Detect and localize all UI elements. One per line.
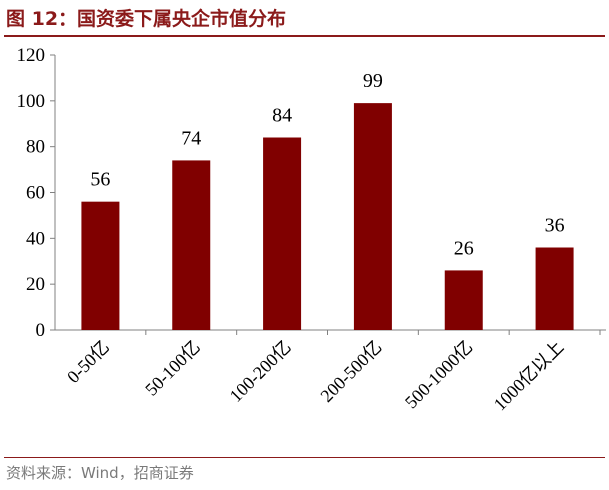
data-label: 36 <box>545 215 565 237</box>
category-label: 50-100亿 <box>141 337 204 400</box>
category-labels: 0-50亿 50-100亿 100-200亿 200-500亿 500-1000亿 100… <box>63 337 567 415</box>
y-tick-label: 100 <box>17 91 46 112</box>
data-label: 84 <box>272 105 292 127</box>
figure-title: 图 12：国资委下属央企市值分布 <box>6 8 287 30</box>
data-label: 26 <box>454 237 474 259</box>
bar <box>353 103 392 330</box>
data-label: 74 <box>181 127 201 149</box>
source-note: 资料来源：Wind，招商证券 <box>6 464 194 482</box>
y-axis: 0 20 40 60 80 100 120 <box>17 45 56 341</box>
category-label: 100-200亿 <box>226 337 295 406</box>
category-label: 500-1000亿 <box>401 337 477 413</box>
source-divider <box>4 457 605 458</box>
bar <box>535 247 574 330</box>
y-tick-label: 20 <box>26 274 45 295</box>
category-label: 0-50亿 <box>63 337 113 387</box>
data-label: 99 <box>363 70 383 92</box>
bar <box>172 160 211 330</box>
data-labels: 56 74 84 99 26 36 <box>90 70 564 259</box>
bar-series <box>81 103 574 330</box>
y-tick-label: 0 <box>36 320 46 341</box>
bar <box>263 137 302 330</box>
y-tick-label: 40 <box>26 228 45 249</box>
data-label: 56 <box>90 169 110 191</box>
title-divider <box>4 35 605 37</box>
x-axis <box>55 329 606 335</box>
category-label: 1000亿以上 <box>490 337 568 415</box>
y-tick-label: 80 <box>26 137 45 158</box>
y-tick-label: 120 <box>17 45 46 66</box>
category-label: 200-500亿 <box>316 337 385 406</box>
y-tick-label: 60 <box>26 183 45 204</box>
bar <box>444 270 483 330</box>
bar <box>81 201 120 330</box>
bar-chart: 0 20 40 60 80 100 120 56 74 84 99 26 36 0-50亿 50-100… <box>17 45 606 415</box>
